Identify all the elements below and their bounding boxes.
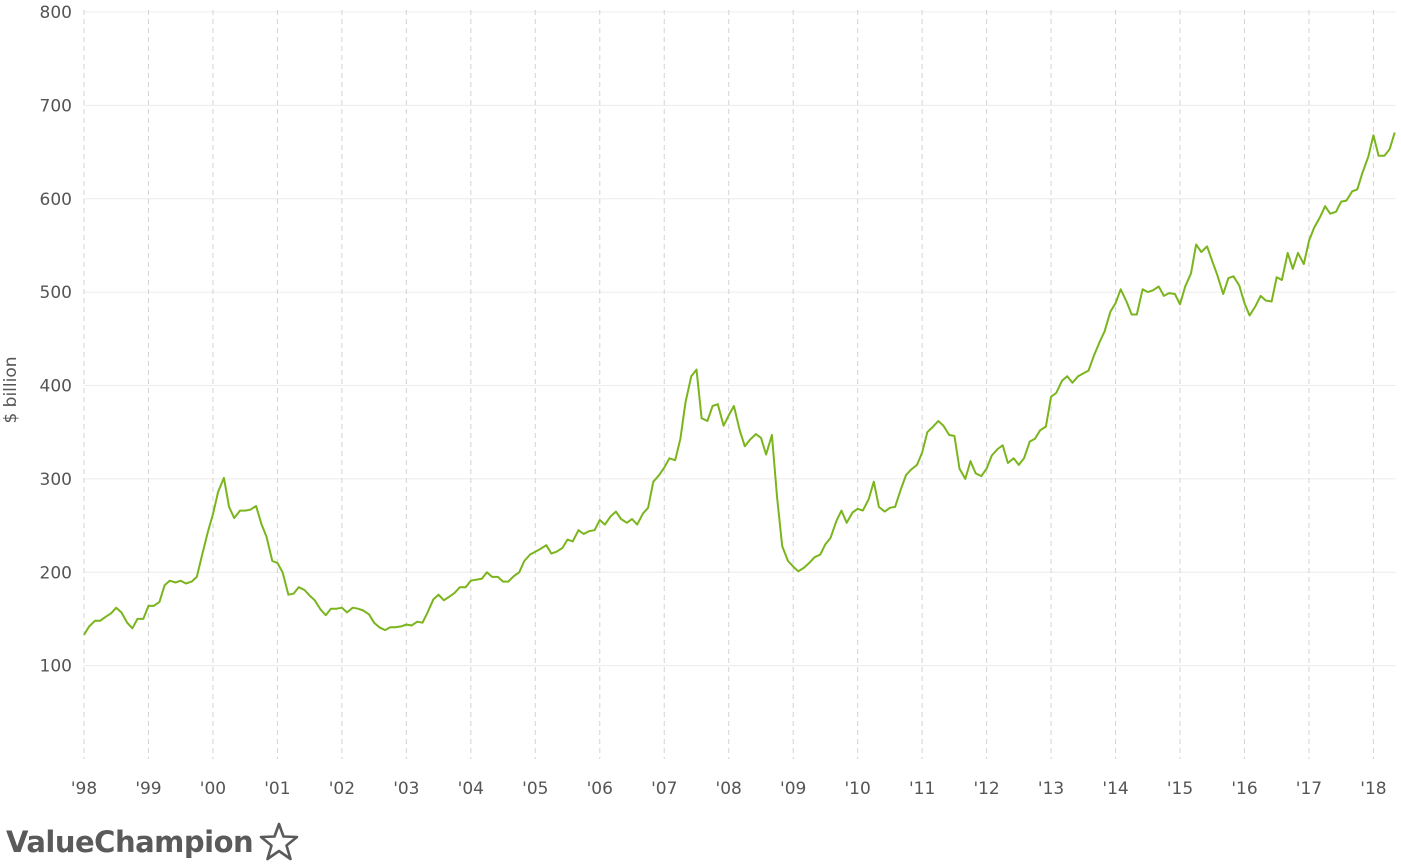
y-tick-label: 500 xyxy=(40,283,72,303)
x-tick-label: '11 xyxy=(909,779,935,799)
x-tick-label: '14 xyxy=(1102,779,1128,799)
x-tick-label: '16 xyxy=(1231,779,1257,799)
horizontal-gridlines xyxy=(84,11,1396,667)
y-axis-ticks: 100 200 300 400 500 600 700 800 xyxy=(40,3,72,677)
x-tick-label: '99 xyxy=(135,779,161,799)
x-tick-label: '15 xyxy=(1167,779,1193,799)
x-tick-label: '06 xyxy=(587,779,613,799)
y-tick-label: 300 xyxy=(40,470,72,490)
x-tick-label: '03 xyxy=(393,779,419,799)
x-axis-ticks: '98 '99 '00 '01 '02 '03 '04 '05 '06 '07 '08 '09 '10 '… xyxy=(71,779,1387,799)
x-tick-label: '09 xyxy=(780,779,806,799)
x-tick-label: '13 xyxy=(1038,779,1064,799)
y-tick-label: 100 xyxy=(40,657,72,677)
series-line xyxy=(83,132,1396,636)
brand-name: ValueChampion xyxy=(6,825,254,859)
y-tick-label: 400 xyxy=(40,377,72,397)
y-axis-label: $ billion xyxy=(1,356,21,423)
x-tick-label: '10 xyxy=(845,779,871,799)
y-tick-label: 800 xyxy=(40,3,72,23)
x-tick-label: '17 xyxy=(1296,779,1322,799)
x-tick-label: '02 xyxy=(329,779,355,799)
x-tick-label: '07 xyxy=(651,779,677,799)
x-tick-label: '01 xyxy=(264,779,290,799)
star-icon xyxy=(259,822,299,861)
x-tick-label: '00 xyxy=(200,779,226,799)
y-tick-label: 200 xyxy=(40,563,72,583)
x-tick-label: '08 xyxy=(716,779,742,799)
x-tick-label: '12 xyxy=(973,779,999,799)
x-tick-label: '05 xyxy=(522,779,548,799)
vertical-gridlines xyxy=(83,10,1374,759)
y-tick-label: 600 xyxy=(40,190,72,210)
x-tick-label: '18 xyxy=(1360,779,1386,799)
brand-logo: ValueChampion xyxy=(6,820,299,864)
x-tick-label: '04 xyxy=(458,779,484,799)
y-tick-label: 700 xyxy=(40,96,72,116)
x-tick-label: '98 xyxy=(71,779,97,799)
